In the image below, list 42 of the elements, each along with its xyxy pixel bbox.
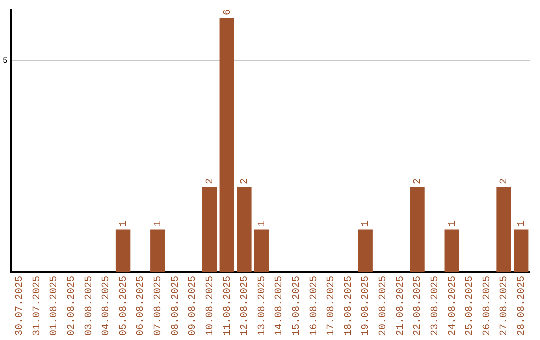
- data-label: 1: [448, 220, 459, 227]
- x-tick-label: 03.08.2025: [84, 276, 96, 336]
- x-tick-label: 05.08.2025: [118, 276, 130, 336]
- x-tick-label: 19.08.2025: [361, 276, 372, 336]
- x-tick-label: 15.08.2025: [292, 276, 303, 336]
- x-tick-label: 02.08.2025: [67, 276, 78, 336]
- x-tick-label: 07.08.2025: [154, 276, 165, 336]
- x-tick-label: 12.08.2025: [240, 276, 252, 336]
- x-tick-label: 11.08.2025: [222, 276, 234, 336]
- x-tick-label: 09.08.2025: [188, 276, 200, 336]
- data-label: 6: [222, 9, 234, 16]
- data-label: 1: [154, 220, 165, 227]
- data-label: 2: [413, 178, 424, 184]
- x-tick-label: 04.08.2025: [102, 276, 113, 336]
- data-label: 2: [205, 178, 216, 184]
- x-tick-label: 27.08.2025: [500, 276, 511, 336]
- x-tick-label: 25.08.2025: [465, 276, 476, 336]
- x-tick-label: 16.08.2025: [309, 276, 320, 336]
- x-tick-label: 17.08.2025: [326, 276, 338, 336]
- y-tick-label: 5: [2, 56, 8, 66]
- data-label: 2: [240, 178, 252, 184]
- x-tick-label: 28.08.2025: [516, 276, 528, 336]
- x-tick-label: 21.08.2025: [396, 276, 407, 336]
- x-tick-label: 08.08.2025: [170, 276, 182, 336]
- x-tick-label: 14.08.2025: [274, 276, 286, 336]
- data-label: 2: [500, 178, 511, 184]
- x-tick-label: 22.08.2025: [413, 276, 424, 336]
- x-tick-label: 20.08.2025: [378, 276, 390, 336]
- x-tick-label: 30.07.2025: [15, 276, 26, 336]
- x-tick-label: 10.08.2025: [205, 276, 216, 336]
- x-tick-label: 01.08.2025: [50, 276, 61, 336]
- data-label: 1: [516, 220, 528, 227]
- x-tick-label: 18.08.2025: [344, 276, 355, 336]
- x-tick-label: 06.08.2025: [136, 276, 148, 336]
- x-tick-label: 23.08.2025: [430, 276, 442, 336]
- data-label: 1: [257, 220, 268, 227]
- data-label: 1: [361, 220, 372, 227]
- x-tick-label: 13.08.2025: [257, 276, 268, 336]
- data-label: 1: [118, 220, 130, 227]
- x-tick-label: 24.08.2025: [448, 276, 459, 336]
- x-tick-label: 26.08.2025: [482, 276, 494, 336]
- x-tick-label: 31.07.2025: [32, 276, 44, 336]
